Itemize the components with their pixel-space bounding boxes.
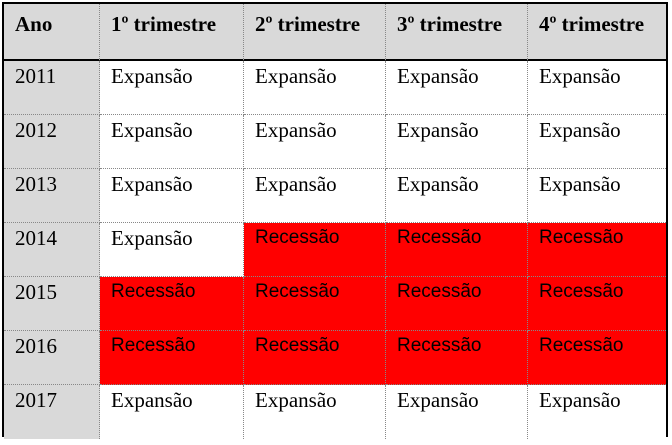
quarter-cell: Expansão — [528, 115, 666, 169]
header-q4: 4º trimestre — [528, 4, 666, 61]
quarter-cell: Expansão — [528, 385, 666, 439]
quarter-cell: Expansão — [100, 61, 244, 115]
quarter-cell: Expansão — [244, 385, 386, 439]
quarter-cell: Recessão — [386, 223, 528, 277]
quarter-cell: Expansão — [100, 169, 244, 223]
year-cell: 2016 — [4, 331, 100, 385]
header-year: Ano — [4, 4, 100, 61]
quarter-cell: Expansão — [386, 385, 528, 439]
quarter-cell: Recessão — [528, 223, 666, 277]
quarter-cell: Expansão — [100, 115, 244, 169]
quarter-cell: Expansão — [244, 169, 386, 223]
year-cell: 2011 — [4, 61, 100, 115]
business-cycle-table: Ano 1º trimestre 2º trimestre 3º trimest… — [2, 2, 668, 439]
quarter-cell: Recessão — [528, 331, 666, 385]
quarter-cell: Recessão — [528, 277, 666, 331]
quarter-cell: Recessão — [386, 331, 528, 385]
year-cell: 2013 — [4, 169, 100, 223]
quarter-cell: Recessão — [100, 277, 244, 331]
year-cell: 2017 — [4, 385, 100, 439]
year-cell: 2014 — [4, 223, 100, 277]
quarter-cell: Expansão — [528, 169, 666, 223]
quarter-cell: Expansão — [100, 385, 244, 439]
quarter-cell: Expansão — [386, 61, 528, 115]
quarter-cell: Recessão — [386, 277, 528, 331]
header-q1: 1º trimestre — [100, 4, 244, 61]
quarter-cell: Expansão — [386, 115, 528, 169]
quarter-cell: Expansão — [386, 169, 528, 223]
quarter-cell: Expansão — [244, 61, 386, 115]
header-q3: 3º trimestre — [386, 4, 528, 61]
quarter-cell: Recessão — [244, 331, 386, 385]
quarter-cell: Expansão — [244, 115, 386, 169]
quarter-cell: Recessão — [244, 277, 386, 331]
year-cell: 2015 — [4, 277, 100, 331]
quarter-cell: Expansão — [100, 223, 244, 277]
quarter-cell: Recessão — [100, 331, 244, 385]
year-cell: 2012 — [4, 115, 100, 169]
quarter-cell: Recessão — [244, 223, 386, 277]
quarter-cell: Expansão — [528, 61, 666, 115]
header-q2: 2º trimestre — [244, 4, 386, 61]
